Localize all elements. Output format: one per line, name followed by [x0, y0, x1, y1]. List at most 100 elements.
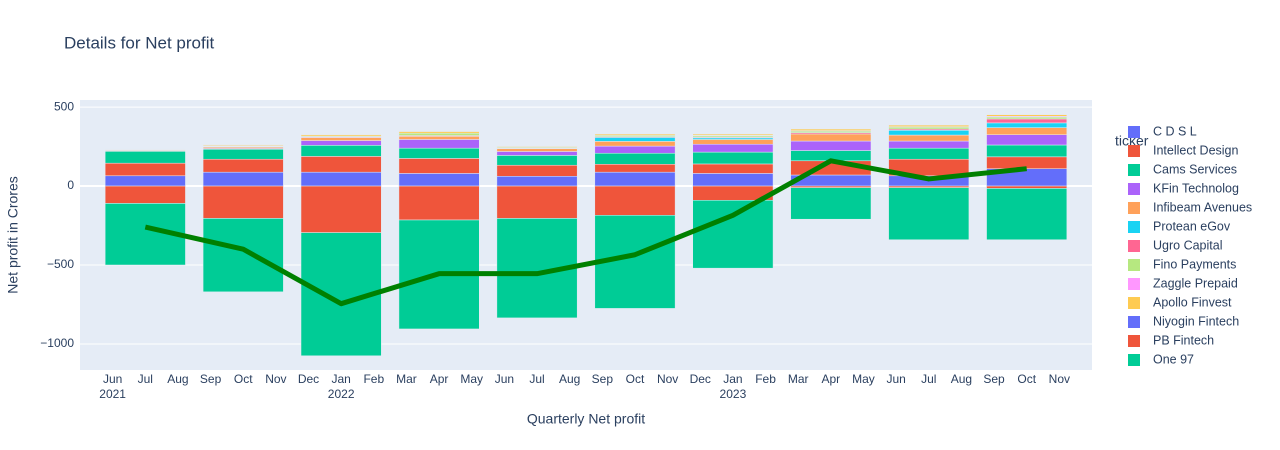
x-tick-label: May: [852, 372, 875, 386]
x-tick-label: Jul: [138, 372, 153, 386]
bar-segment: [790, 187, 872, 220]
y-tick-label: −500: [47, 257, 74, 271]
x-tick-label: Sep: [983, 372, 1005, 386]
bar-segment: [986, 114, 1068, 117]
x-tick-label: Aug: [559, 372, 580, 386]
bar-segment: [986, 156, 1068, 169]
x-tick-label: Apr: [821, 372, 840, 386]
legend-swatch: [1128, 278, 1140, 290]
bar-segment: [986, 118, 1068, 124]
bar-segment: [594, 185, 676, 216]
legend-label: Intellect Design: [1153, 143, 1239, 157]
x-tick-label: Oct: [1017, 372, 1036, 386]
bar-segment: [496, 176, 578, 187]
bar-segment: [986, 116, 1068, 120]
bar-segment: [398, 147, 480, 159]
bar-segment: [300, 137, 382, 141]
bar-segment: [398, 173, 480, 187]
bar-segment: [888, 130, 970, 136]
bar-segment: [594, 164, 676, 173]
y-axis-title: Net profit in Crores: [5, 176, 21, 293]
bar-segment: [888, 134, 970, 142]
bar-segment: [104, 162, 186, 177]
bar-segment: [300, 140, 382, 146]
bar-segment: [398, 139, 480, 149]
bar-segment: [986, 144, 1068, 158]
y-tick-label: 0: [67, 178, 74, 192]
legend-swatch: [1128, 202, 1140, 214]
bar-segment: [496, 155, 578, 166]
y-tick-label: −1000: [40, 336, 74, 350]
bar-segment: [202, 149, 284, 160]
bar-segment: [986, 188, 1068, 240]
x-tick-label: Dec: [298, 372, 319, 386]
bar-segment: [202, 171, 284, 187]
bar-segment: [496, 146, 578, 148]
bar-segment: [300, 134, 382, 137]
x-tick-label: Feb: [755, 372, 776, 386]
legend-label: Apollo Finvest: [1153, 295, 1232, 309]
bar-segment: [790, 128, 872, 131]
bar-segment: [300, 145, 382, 157]
y-tick-label: 500: [54, 99, 74, 113]
x-tick-label: Oct: [234, 372, 253, 386]
legend-label: One 97: [1153, 352, 1194, 366]
legend-label: Niyogin Fintech: [1153, 314, 1239, 328]
legend-title: ticker: [1115, 133, 1149, 149]
bar-segment: [594, 141, 676, 147]
bar-segment: [300, 171, 382, 187]
bar-segment: [202, 144, 284, 146]
bar-segment: [888, 126, 970, 130]
legend-label: Protean eGov: [1153, 219, 1231, 233]
x-tick-label: Jan: [723, 372, 742, 386]
x-tick-label: Mar: [788, 372, 809, 386]
x-tick-label: Aug: [167, 372, 188, 386]
bar-segment: [692, 143, 774, 153]
bar-segment: [692, 133, 774, 136]
legend-swatch: [1128, 221, 1140, 233]
legend-label: Zaggle Prepaid: [1153, 276, 1238, 290]
bar-segment: [986, 185, 1068, 189]
bar-segment: [104, 175, 186, 187]
legend-label: Cams Services: [1153, 162, 1237, 176]
legend-label: PB Fintech: [1153, 333, 1214, 347]
chart-title: Details for Net profit: [64, 33, 214, 52]
bar-segment: [496, 148, 578, 152]
x-tick-label: Jul: [529, 372, 544, 386]
bar-segment: [692, 173, 774, 187]
x-tick-year: 2022: [328, 387, 355, 401]
bar-segment: [300, 185, 382, 233]
bar-segment: [594, 171, 676, 187]
bar-segment: [398, 158, 480, 174]
legend-swatch: [1128, 316, 1140, 328]
legend-swatch: [1128, 297, 1140, 309]
x-tick-label: Jan: [331, 372, 350, 386]
x-tick-year: 2023: [720, 387, 747, 401]
bar-segment: [986, 122, 1068, 128]
bar-segment: [398, 136, 480, 140]
bar-segment: [692, 139, 774, 145]
bar-segment: [496, 151, 578, 156]
bar-segment: [398, 131, 480, 134]
x-tick-label: Jun: [886, 372, 905, 386]
legend-swatch: [1128, 164, 1140, 176]
x-tick-label: Nov: [265, 372, 286, 386]
legend-swatch: [1128, 240, 1140, 252]
legend-swatch: [1128, 259, 1140, 271]
x-tick-label: Mar: [396, 372, 417, 386]
bar-segment: [790, 133, 872, 142]
x-tick-label: Aug: [951, 372, 972, 386]
bar-segment: [202, 158, 284, 173]
legend-label: Fino Payments: [1153, 257, 1236, 271]
legend-swatch: [1128, 145, 1140, 157]
x-tick-label: Feb: [363, 372, 384, 386]
x-tick-label: Apr: [430, 372, 449, 386]
x-tick-label: Jun: [103, 372, 122, 386]
bar-segment: [692, 151, 774, 165]
bar-segment: [594, 145, 676, 154]
x-tick-label: Sep: [200, 372, 222, 386]
legend-label: Ugro Capital: [1153, 238, 1222, 252]
x-tick-label: Oct: [626, 372, 645, 386]
bar-segment: [202, 185, 284, 219]
x-tick-label: Jul: [921, 372, 936, 386]
